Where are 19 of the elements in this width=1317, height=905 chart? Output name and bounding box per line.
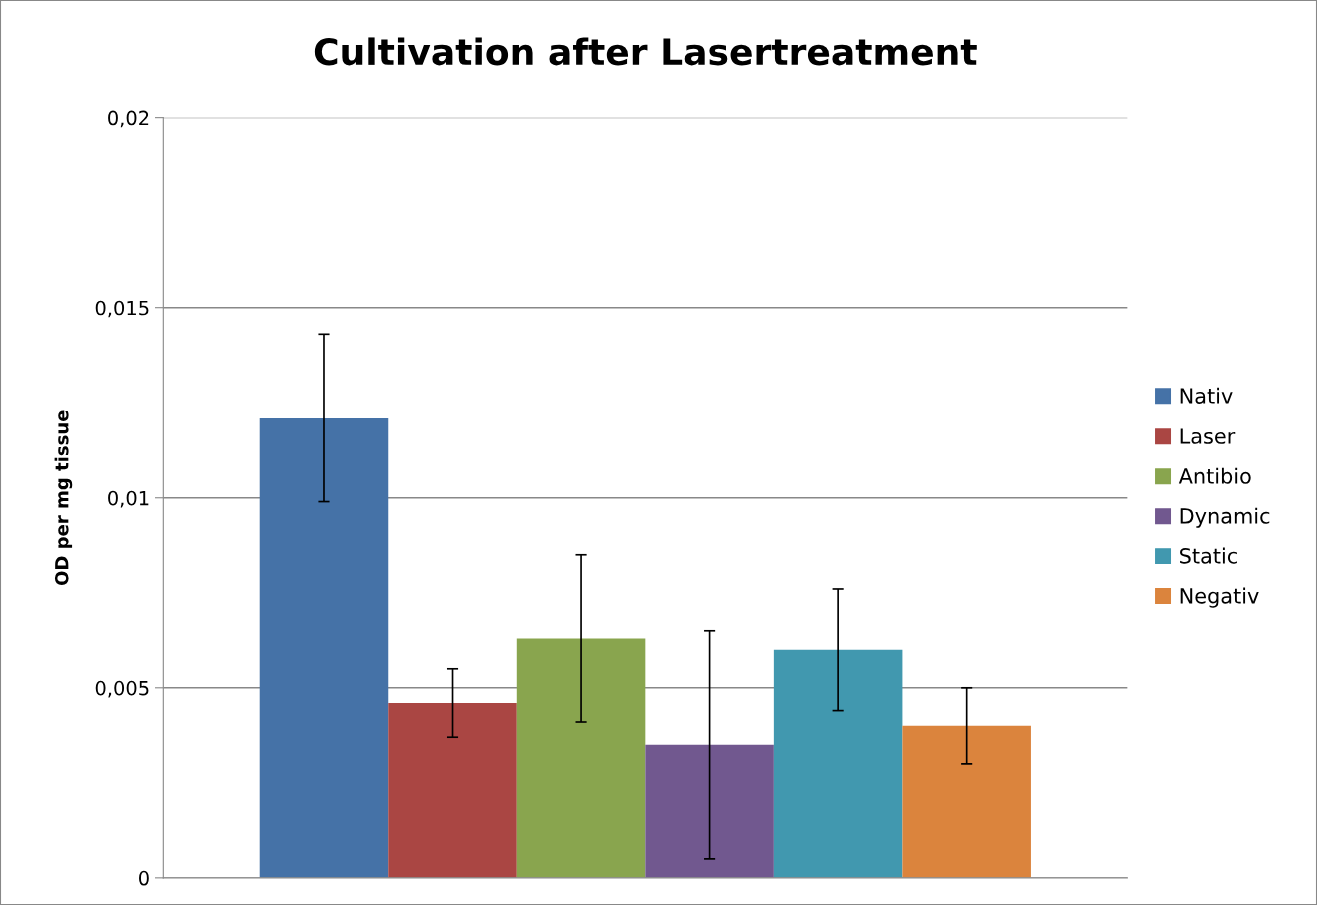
bar xyxy=(388,703,517,878)
bar xyxy=(259,417,389,878)
legend-label: Antibio xyxy=(1178,467,1251,484)
legend-label: Static xyxy=(1180,547,1237,564)
bar xyxy=(902,725,1031,878)
y-tick-label: 0,005 xyxy=(95,680,149,698)
chart-title: Cultivation after Lasertreatment xyxy=(314,37,977,66)
bar xyxy=(645,744,774,878)
bar xyxy=(516,638,646,878)
bar xyxy=(773,649,903,878)
y-axis-title: OD per mg tissue xyxy=(54,410,73,586)
legend-label: Laser xyxy=(1180,428,1236,444)
legend-label: Dynamic xyxy=(1180,507,1270,528)
y-tick-label: 0 xyxy=(139,870,149,886)
y-tick-label: 0,015 xyxy=(95,300,149,318)
legend-label: Negativ xyxy=(1180,587,1259,608)
y-tick-label: 0,02 xyxy=(108,110,149,128)
legend-label: Nativ xyxy=(1180,387,1233,404)
y-tick-label: 0,01 xyxy=(108,490,149,508)
